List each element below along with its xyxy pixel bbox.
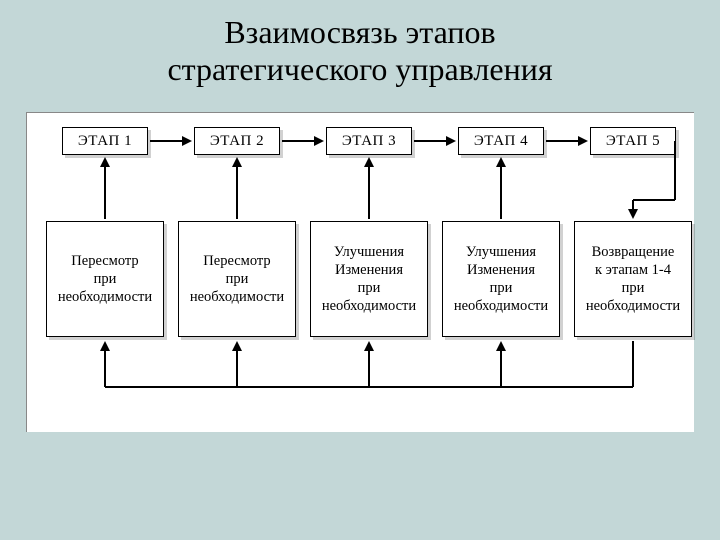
arrowhead-right-2 — [314, 136, 324, 146]
arrow-stage-2-to-3 — [282, 140, 316, 142]
arrowhead-up-4 — [496, 157, 506, 167]
arrowhead-up-1 — [100, 157, 110, 167]
desc-line: Пересмотр — [203, 252, 270, 270]
feedback-down-from-5 — [632, 341, 634, 387]
arrow-desc-to-stage-2 — [236, 165, 238, 219]
desc-line: Улучшения — [466, 243, 536, 261]
desc-box-5: Возвращениек этапам 1-4принеобходимости — [574, 221, 692, 337]
arrowhead-right-4 — [578, 136, 588, 146]
desc-box-2: Пересмотрпринеобходимости — [178, 221, 296, 337]
feedback-arrowhead-4 — [496, 341, 506, 351]
desc-line: при — [490, 279, 513, 297]
desc-box-4: УлучшенияИзмененияпринеобходимости — [442, 221, 560, 337]
desc-line: к этапам 1-4 — [595, 261, 671, 279]
arrow-stage-1-to-2 — [150, 140, 184, 142]
desc-line: Возвращение — [592, 243, 675, 261]
desc-box-1: Пересмотрпринеобходимости — [46, 221, 164, 337]
arrowhead-up-3 — [364, 157, 374, 167]
feedback-up-3 — [368, 349, 370, 387]
desc-box-3: УлучшенияИзмененияпринеобходимости — [310, 221, 428, 337]
stage-box-3: ЭТАП 3 — [326, 127, 412, 155]
desc-line: Улучшения — [334, 243, 404, 261]
desc-line: при — [358, 279, 381, 297]
arrowhead-right-3 — [446, 136, 456, 146]
feedback-up-1 — [104, 349, 106, 387]
arrowhead-down-5 — [628, 209, 638, 219]
desc-line: Изменения — [467, 261, 535, 279]
feedback-arrowhead-2 — [232, 341, 242, 351]
arrow-desc-to-stage-4 — [500, 165, 502, 219]
desc-line: необходимости — [586, 297, 680, 315]
feedback-up-2 — [236, 349, 238, 387]
desc-line: необходимости — [454, 297, 548, 315]
desc-line: при — [622, 279, 645, 297]
stage-label: ЭТАП 4 — [474, 133, 528, 150]
feedback-up-4 — [500, 349, 502, 387]
arrow-stage5-left — [633, 199, 675, 201]
arrowhead-right-1 — [182, 136, 192, 146]
desc-line: Пересмотр — [71, 252, 138, 270]
title-line-2: стратегического управления — [167, 51, 552, 87]
arrow-desc-to-stage-1 — [104, 165, 106, 219]
stage-label: ЭТАП 5 — [606, 133, 660, 150]
arrowhead-up-2 — [232, 157, 242, 167]
stage-label: ЭТАП 2 — [210, 133, 264, 150]
feedback-arrowhead-3 — [364, 341, 374, 351]
desc-line: при — [226, 270, 249, 288]
desc-line: необходимости — [190, 288, 284, 306]
stage-box-5: ЭТАП 5 — [590, 127, 676, 155]
diagram-canvas: ЭТАП 1ПересмотрпринеобходимостиЭТАП 2Пер… — [26, 112, 694, 432]
stage-label: ЭТАП 1 — [78, 133, 132, 150]
desc-line: необходимости — [322, 297, 416, 315]
desc-line: необходимости — [58, 288, 152, 306]
title-line-1: Взаимосвязь этапов — [224, 14, 495, 50]
stage-box-4: ЭТАП 4 — [458, 127, 544, 155]
arrow-stage-3-to-4 — [414, 140, 448, 142]
desc-line: Изменения — [335, 261, 403, 279]
arrow-stage-4-to-5 — [546, 140, 580, 142]
arrow-stage5-down1 — [674, 141, 676, 200]
feedback-arrowhead-1 — [100, 341, 110, 351]
stage-label: ЭТАП 3 — [342, 133, 396, 150]
desc-line: при — [94, 270, 117, 288]
stage-box-2: ЭТАП 2 — [194, 127, 280, 155]
stage-box-1: ЭТАП 1 — [62, 127, 148, 155]
arrow-desc-to-stage-3 — [368, 165, 370, 219]
